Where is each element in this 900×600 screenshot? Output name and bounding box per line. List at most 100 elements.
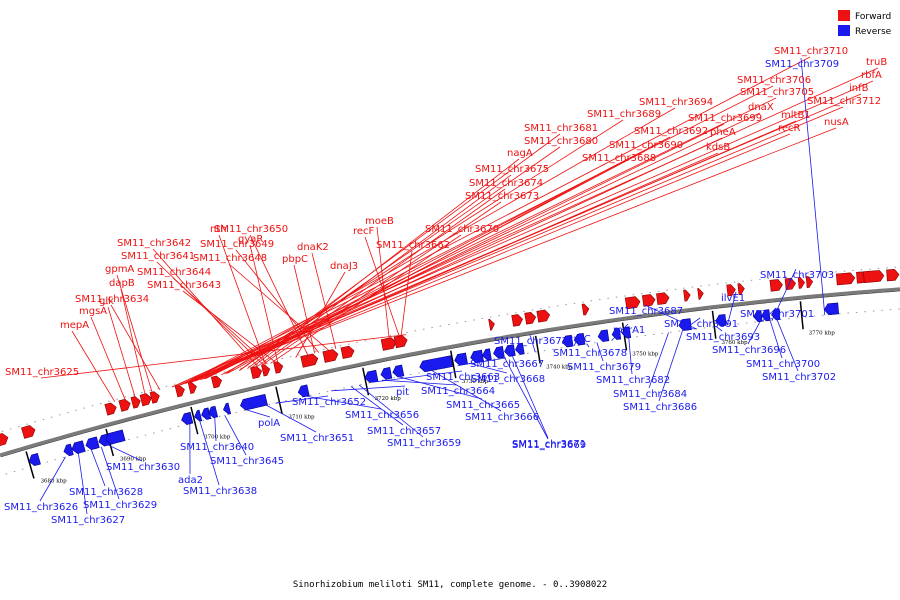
reverse-gene[interactable]	[454, 352, 468, 366]
gene-label-sm11-chr3625[interactable]: SM11_chr3625	[5, 367, 79, 378]
gene-label-sm11-chr3652[interactable]: SM11_chr3652	[292, 397, 366, 408]
gene-label-sm11-chr3651[interactable]: SM11_chr3651	[280, 433, 354, 444]
forward-gene[interactable]	[0, 433, 9, 446]
reverse-gene[interactable]	[28, 453, 41, 467]
gene-label-dnak2[interactable]: dnaK2	[297, 242, 329, 253]
gene-label-dnax[interactable]: dnaX	[748, 102, 774, 113]
reverse-gene[interactable]	[597, 329, 610, 342]
forward-gene[interactable]	[21, 425, 36, 439]
reverse-gene[interactable]	[223, 402, 232, 415]
reverse-gene[interactable]	[201, 407, 212, 420]
reverse-gene[interactable]	[380, 367, 393, 380]
gene-label-mgsa[interactable]: mgsA	[79, 306, 107, 317]
forward-gene[interactable]	[656, 292, 670, 305]
gene-label-kdsb[interactable]: kdsB	[706, 142, 730, 153]
gene-label-sm11-chr3688[interactable]: SM11_chr3688	[582, 153, 656, 164]
forward-gene[interactable]	[536, 309, 551, 323]
forward-gene[interactable]	[641, 294, 656, 307]
forward-gene[interactable]	[488, 318, 495, 331]
gene-label-sm11-chr3691[interactable]: SM11_chr3691	[664, 319, 738, 330]
forward-gene[interactable]	[187, 381, 197, 394]
reverse-gene[interactable]	[63, 443, 74, 457]
gene-label-sm11-chr3687[interactable]: SM11_chr3687	[609, 306, 683, 317]
gene-label-nusa[interactable]: nusA	[824, 117, 849, 128]
gene-label-mltb1[interactable]: mltB1	[781, 110, 811, 121]
gene-label-sm11-chr3681[interactable]: SM11_chr3681	[524, 123, 598, 134]
reverse-gene[interactable]	[504, 344, 516, 357]
forward-gene[interactable]	[726, 284, 736, 297]
gene-label-nth[interactable]: nth	[210, 224, 227, 235]
reverse-gene[interactable]	[715, 314, 727, 327]
forward-gene[interactable]	[697, 288, 704, 300]
gene-label-sm11-chr3702[interactable]: SM11_chr3702	[762, 372, 836, 383]
forward-gene[interactable]	[683, 289, 691, 302]
gene-label-sm11-chr3674[interactable]: SM11_chr3674	[469, 178, 543, 189]
gene-label-sm11-chr3703[interactable]: SM11_chr3703	[760, 270, 834, 281]
gene-label-sm11-chr3694[interactable]: SM11_chr3694	[639, 97, 713, 108]
gene-label-sm11-chr3684[interactable]: SM11_chr3684	[613, 389, 687, 400]
gene-label-sm11-chr3626[interactable]: SM11_chr3626	[4, 502, 78, 513]
reverse-gene[interactable]	[515, 342, 525, 355]
gene-label-sm11-chr3693[interactable]: SM11_chr3693	[686, 332, 760, 343]
reverse-gene[interactable]	[392, 364, 405, 378]
reverse-gene[interactable]	[364, 369, 379, 383]
gene-label-sm11-chr3669[interactable]: SM11_chr3669	[512, 440, 586, 451]
reverse-gene[interactable]	[470, 349, 484, 363]
gene-label-sm11-chr3650[interactable]: SM11_chr3650	[214, 224, 288, 235]
reverse-gene[interactable]	[678, 318, 692, 331]
forward-gene[interactable]	[250, 366, 263, 379]
forward-gene[interactable]	[805, 276, 814, 289]
forward-gene[interactable]	[393, 335, 408, 349]
gene-label-ada2[interactable]: ada2	[178, 475, 203, 486]
gene-label-gyar[interactable]: gyaR	[238, 234, 263, 245]
gene-label-moeb[interactable]: moeB	[365, 216, 394, 227]
forward-gene[interactable]	[322, 349, 339, 363]
gene-label-recf[interactable]: recF	[353, 226, 375, 237]
gene-label-sm11-chr3641[interactable]: SM11_chr3641	[121, 251, 195, 262]
forward-gene[interactable]	[149, 391, 160, 404]
gene-label-pbpc[interactable]: pbpC	[282, 254, 308, 265]
gene-label-sm11-chr3640[interactable]: SM11_chr3640	[180, 442, 254, 453]
forward-gene[interactable]	[118, 398, 131, 412]
forward-gene[interactable]	[863, 270, 885, 284]
reverse-gene[interactable]	[611, 327, 622, 340]
gene-label-sm11-chr3709[interactable]: SM11_chr3709	[765, 59, 839, 70]
gene-label-sm11-chr3643[interactable]: SM11_chr3643	[147, 280, 221, 291]
gene-label-dnaj3[interactable]: dnaJ3	[330, 261, 358, 272]
forward-gene[interactable]	[524, 311, 537, 325]
forward-gene[interactable]	[737, 283, 745, 296]
reverse-gene[interactable]	[573, 333, 586, 346]
forward-gene[interactable]	[835, 272, 856, 286]
gene-label-sm11-chr3667[interactable]: SM11_chr3667	[470, 359, 544, 370]
gene-label-mepa[interactable]: mepA	[60, 320, 89, 331]
gene-label-sm11-chr3659[interactable]: SM11_chr3659	[387, 438, 461, 449]
gene-label-sm11-chr3686[interactable]: SM11_chr3686	[623, 402, 697, 413]
gene-label-ilve1[interactable]: ilvE1	[721, 293, 745, 304]
forward-gene[interactable]	[769, 279, 783, 292]
gene-label-infb[interactable]: infB	[849, 83, 869, 94]
gene-label-sm11-chr3670[interactable]: SM11_chr3670	[425, 224, 499, 235]
gene-label-sm11-chr3666[interactable]: SM11_chr3666	[465, 412, 539, 423]
gene-label-sm11-chr3665[interactable]: SM11_chr3665	[446, 400, 520, 411]
reverse-gene[interactable]	[240, 393, 268, 411]
gene-label-rbfa[interactable]: rbfA	[861, 70, 882, 81]
gene-label-sm11-chr3649[interactable]: SM11_chr3649	[200, 239, 274, 250]
reverse-gene[interactable]	[419, 355, 453, 373]
gene-label-msra1[interactable]: msrA1	[613, 325, 645, 336]
reverse-gene[interactable]	[194, 409, 203, 422]
gene-label-sm11-chr3701[interactable]: SM11_chr3701	[740, 309, 814, 320]
gene-label-sm11-chr3663[interactable]: SM11_chr3663	[426, 372, 500, 383]
forward-gene[interactable]	[624, 296, 641, 310]
gene-label-sm11-chr3645[interactable]: SM11_chr3645	[210, 456, 284, 467]
gene-label-sm11-chr3712[interactable]: SM11_chr3712	[807, 96, 881, 107]
forward-gene[interactable]	[273, 361, 284, 374]
reverse-gene[interactable]	[181, 411, 194, 425]
forward-gene[interactable]	[174, 384, 185, 398]
gene-label-sm11-chr3630[interactable]: SM11_chr3630	[106, 462, 180, 473]
reverse-gene[interactable]	[761, 309, 771, 322]
gene-label-naga[interactable]: nagA	[507, 148, 533, 159]
forward-gene[interactable]	[581, 303, 590, 316]
gene-label-sm11-chr3638[interactable]: SM11_chr3638	[183, 486, 257, 497]
forward-gene[interactable]	[300, 353, 319, 368]
forward-gene[interactable]	[261, 364, 271, 377]
